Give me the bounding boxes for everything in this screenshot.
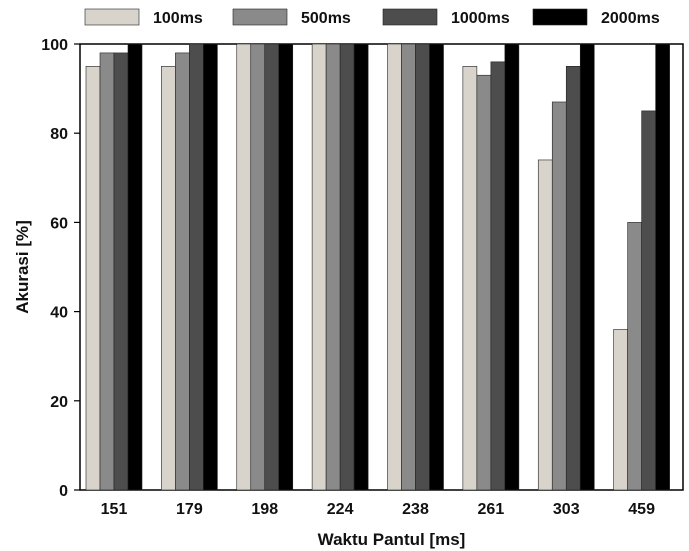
legend-item-1000ms: 1000ms [382,8,510,27]
legend-swatch [84,8,140,26]
bar-group-303 [537,43,595,491]
x-tick-label: 459 [628,501,655,518]
x-tick-label: 238 [402,501,429,518]
legend-swatch [382,8,438,26]
legend: 100ms 500ms 1000ms 2000ms [84,8,660,27]
bar-500ms-198 [250,43,266,491]
bar-1000ms-459 [641,110,656,491]
legend-swatch [532,8,588,26]
bar-500ms-238 [401,43,416,491]
bar-group-151 [85,43,143,491]
bars [85,43,670,491]
bar-100ms-224 [311,43,327,491]
y-tick-label: 20 [50,394,68,411]
x-axis-title: Waktu Pantul [ms] [318,530,466,549]
x-tick-label: 303 [553,501,580,518]
x-tick-label: 224 [327,501,354,518]
bar-500ms-151 [99,52,115,491]
bar-100ms-459 [613,329,628,491]
x-tick-label: 179 [176,501,203,518]
bar-500ms-261 [476,74,492,491]
y-axis-title: Akurasi [%] [13,220,32,314]
bar-1000ms-238 [415,43,430,491]
bar-100ms-198 [236,43,252,491]
bar-100ms-151 [85,66,101,491]
bar-100ms-238 [387,43,402,491]
bar-2000ms-238 [429,43,444,491]
bar-500ms-224 [325,43,341,491]
y-tick-label: 100 [41,37,68,54]
bar-1000ms-151 [113,52,129,491]
y-axis: 0 20 40 60 80 100 [41,37,80,500]
y-tick-label: 40 [50,305,68,322]
x-axis: 151 179 198 224 238 261 303 459 [101,501,655,518]
bar-500ms-459 [627,222,642,491]
bar-500ms-179 [175,52,190,491]
bar-100ms-179 [161,66,176,491]
bar-2000ms-179 [203,43,218,491]
bar-1000ms-179 [189,43,204,491]
bar-500ms-303 [551,101,567,491]
bar-group-198 [236,43,294,491]
bar-group-179 [161,43,218,491]
legend-item-100ms: 100ms [84,8,203,27]
bar-group-459 [613,43,670,491]
bar-2000ms-459 [655,43,670,491]
bar-group-224 [311,43,369,491]
y-tick-label: 0 [59,483,68,500]
bar-2000ms-224 [353,43,369,491]
legend-swatch [232,8,288,26]
plot-frame [79,43,684,491]
legend-label: 2000ms [601,10,660,27]
bar-1000ms-303 [565,66,581,491]
x-tick-label: 261 [478,501,505,518]
bar-100ms-261 [462,66,478,491]
bar-1000ms-224 [339,43,355,491]
x-tick-label: 151 [101,501,128,518]
bar-100ms-303 [537,159,553,491]
bar-group-261 [462,43,520,491]
bar-2000ms-303 [579,43,595,491]
legend-label: 100ms [153,10,203,27]
legend-item-2000ms: 2000ms [532,8,660,27]
y-tick-label: 80 [50,126,68,143]
y-tick-label: 60 [50,215,68,232]
bar-1000ms-261 [490,61,506,491]
legend-label: 1000ms [451,10,510,27]
bar-2000ms-198 [278,43,294,491]
bar-2000ms-151 [127,43,143,491]
bar-1000ms-198 [264,43,280,491]
legend-item-500ms: 500ms [232,8,351,27]
legend-label: 500ms [301,10,351,27]
x-tick-label: 198 [251,501,278,518]
bar-group-238 [387,43,444,491]
bar-2000ms-261 [504,43,520,491]
plot-area [79,43,684,491]
